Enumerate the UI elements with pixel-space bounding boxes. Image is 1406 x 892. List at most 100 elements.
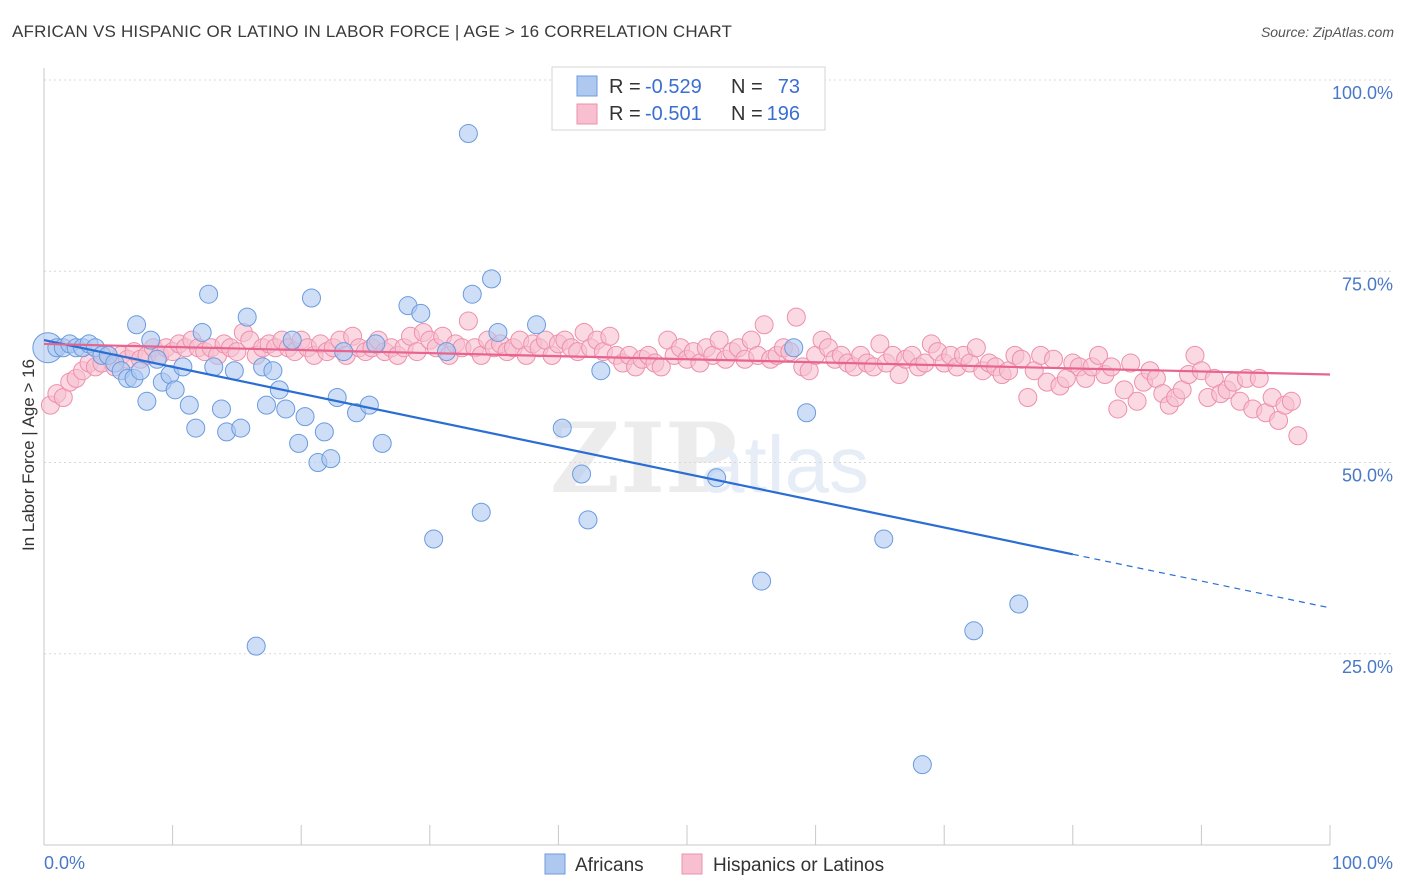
chart-source: Source: ZipAtlas.com — [1260, 24, 1394, 40]
africans-point — [246, 636, 266, 656]
hispanics-point — [870, 334, 890, 354]
y-tick-label: 50.0% — [1342, 466, 1393, 486]
africans-point — [458, 124, 478, 144]
africans-point — [527, 315, 547, 335]
africans-point — [130, 361, 150, 381]
africans-point — [327, 387, 347, 407]
africans-points — [32, 124, 1029, 775]
hispanics-point — [1101, 357, 1121, 377]
africans-point — [314, 422, 334, 442]
africans-point — [424, 529, 444, 549]
africans-point — [224, 361, 244, 381]
africans-point — [199, 284, 219, 304]
africans-point — [462, 284, 482, 304]
legend-r-label-1: R = — [609, 76, 641, 98]
africans-trend-line — [43, 339, 1074, 556]
africans-point — [295, 407, 315, 427]
legend-r-label-2: R = — [609, 103, 641, 125]
legend-swatch-hispanics — [576, 103, 598, 125]
africans-point — [964, 621, 984, 641]
africans-point — [231, 418, 251, 438]
hispanics-point — [1288, 426, 1308, 446]
africans-point — [165, 380, 185, 400]
africans-point — [482, 269, 502, 289]
hispanics-point — [915, 353, 935, 373]
africans-point — [471, 502, 491, 522]
africans-point — [912, 755, 932, 775]
y-tick-label: 75.0% — [1342, 274, 1393, 294]
chart-title: AFRICAN VS HISPANIC OR LATINO IN LABOR F… — [12, 22, 733, 41]
watermark: ZIP atlas — [550, 402, 869, 515]
watermark-atlas: atlas — [700, 420, 869, 509]
africans-point — [321, 449, 341, 469]
africans-point — [192, 322, 212, 342]
hispanics-point — [709, 330, 729, 350]
africans-point — [141, 330, 161, 350]
africans-point — [578, 510, 598, 530]
trend-lines — [43, 339, 1331, 609]
hispanics-point — [1018, 387, 1038, 407]
bottom-legend-hispanics: Hispanics or Latinos — [713, 855, 884, 876]
legend-r-value-2: -0.501 — [645, 103, 702, 125]
bottom-legend: Africans Hispanics or Latinos — [544, 853, 884, 876]
hispanics-point — [600, 326, 620, 346]
africans-point — [256, 395, 276, 415]
africans-point — [797, 403, 817, 423]
africans-point — [289, 433, 309, 453]
africans-point — [752, 571, 772, 591]
hispanics-point — [754, 315, 774, 335]
hispanics-point — [458, 311, 478, 331]
bottom-legend-swatch-africans — [544, 853, 566, 875]
hispanics-point — [1121, 353, 1141, 373]
africans-point — [591, 361, 611, 381]
africans-point — [186, 418, 206, 438]
x-tick-label-max: 100.0% — [1332, 853, 1393, 873]
hispanics-point — [1089, 345, 1109, 365]
hispanics-point — [1114, 380, 1134, 400]
hispanics-point — [227, 342, 247, 362]
bottom-legend-africans: Africans — [575, 855, 644, 876]
africans-point — [372, 433, 392, 453]
africans-point — [282, 330, 302, 350]
watermark-zip: ZIP — [550, 402, 737, 515]
legend-n-label-1: N = — [731, 76, 763, 98]
legend-n-label-2: N = — [731, 103, 763, 125]
hispanics-point — [1044, 349, 1064, 369]
legend-r-value-1: -0.529 — [645, 76, 702, 98]
y-tick-label: 100.0% — [1332, 83, 1393, 103]
africans-point — [411, 303, 431, 323]
africans-point — [179, 395, 199, 415]
africans-point — [784, 338, 804, 358]
legend-swatch-africans — [576, 75, 598, 97]
africans-point — [127, 315, 147, 335]
africans-point — [488, 322, 508, 342]
africans-point — [237, 307, 257, 327]
africans-point — [359, 395, 379, 415]
africans-point — [137, 391, 157, 411]
axes — [43, 68, 1331, 846]
africans-point — [276, 399, 296, 419]
legend-n-value-1: 73 — [778, 76, 800, 98]
africans-point — [301, 288, 321, 308]
africans-point — [366, 334, 386, 354]
hispanics-trend-line — [43, 342, 1331, 376]
legend: R = -0.529 N = 73 R = -0.501 N = 196 — [551, 66, 826, 131]
x-tick-label-min: 0.0% — [44, 853, 85, 873]
hispanics-point — [786, 307, 806, 327]
africans-point — [874, 529, 894, 549]
africans-point — [437, 342, 457, 362]
hispanics-point — [1108, 399, 1128, 419]
legend-n-value-2: 196 — [767, 103, 800, 125]
y-tick-label: 25.0% — [1342, 657, 1393, 677]
africans-trend-extension — [1072, 553, 1331, 609]
y-axis-label: In Labor Force | Age > 16 — [19, 359, 38, 551]
africans-point — [572, 464, 592, 484]
y-tick-labels: 25.0% 50.0% 75.0% 100.0% — [1332, 83, 1393, 677]
africans-point — [211, 399, 231, 419]
africans-point — [552, 418, 572, 438]
africans-point — [263, 361, 283, 381]
hispanics-point — [1127, 391, 1147, 411]
hispanics-point — [1281, 391, 1301, 411]
africans-point — [1009, 594, 1029, 614]
